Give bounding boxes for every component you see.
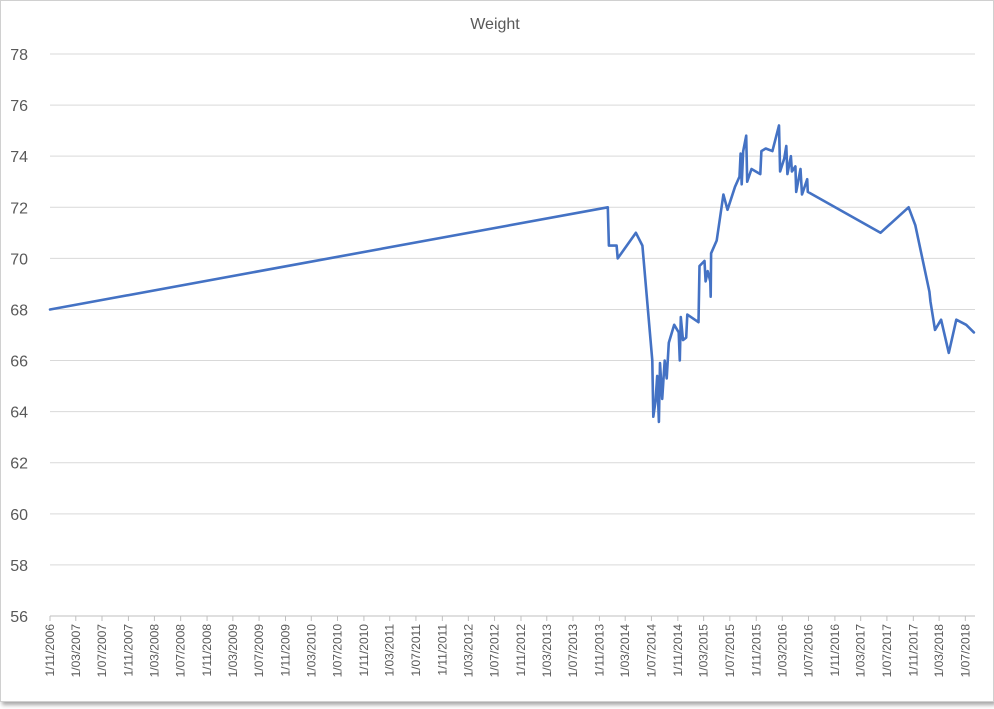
x-tick-label: 1/11/2007	[121, 624, 135, 677]
y-tick-label: 64	[10, 405, 28, 422]
x-tick-label: 1/03/2010	[304, 624, 318, 678]
chart-title: Weight	[470, 16, 520, 33]
y-tick-label: 68	[10, 302, 28, 319]
y-tick-label: 74	[10, 149, 28, 166]
x-tick-label: 1/07/2012	[488, 624, 502, 678]
x-tick-label: 1/03/2015	[697, 624, 711, 678]
y-tick-label: 58	[10, 558, 28, 575]
x-tick-label: 1/11/2017	[906, 624, 920, 677]
x-tick-label: 1/11/2009	[278, 624, 292, 677]
x-tick-label: 1/07/2014	[644, 624, 658, 678]
x-tick-label: 1/07/2009	[252, 624, 266, 678]
y-tick-label: 62	[10, 456, 28, 473]
y-tick-label: 56	[10, 609, 28, 626]
gridlines	[50, 53, 975, 617]
weight-series-line	[48, 124, 976, 424]
x-tick-label: 1/03/2014	[618, 624, 632, 678]
x-tick-label: 1/07/2013	[566, 624, 580, 678]
x-tick-label: 1/07/2018	[958, 624, 972, 678]
x-axis-ticks: 1/11/2006 1/03/2007 1/07/2007 1/11/2007 1/03…	[43, 616, 972, 677]
x-tick-label: 1/03/2016	[775, 624, 789, 678]
x-tick-label: 1/07/2008	[174, 624, 188, 678]
x-tick-label: 1/11/2006	[43, 624, 57, 677]
x-tick-label: 1/11/2014	[671, 624, 685, 677]
x-tick-label: 1/03/2018	[932, 624, 946, 678]
x-tick-label: 1/07/2010	[330, 624, 344, 678]
y-tick-label: 78	[10, 47, 28, 64]
y-tick-label: 70	[10, 251, 28, 268]
x-tick-label: 1/11/2010	[357, 624, 371, 677]
x-tick-label: 1/11/2008	[200, 624, 214, 677]
x-tick-label: 1/11/2011	[435, 624, 449, 676]
y-tick-label: 60	[10, 507, 28, 524]
series-layer	[48, 124, 976, 424]
x-tick-label: 1/11/2013	[592, 624, 606, 677]
x-tick-label: 1/07/2015	[723, 624, 737, 678]
x-tick-label: 1/11/2012	[514, 624, 528, 677]
x-tick-label: 1/03/2012	[461, 624, 475, 678]
x-tick-label: 1/03/2008	[147, 624, 161, 678]
x-tick-label: 1/07/2011	[409, 624, 423, 677]
y-tick-label: 66	[10, 354, 28, 371]
x-tick-label: 1/03/2009	[226, 624, 240, 678]
x-tick-label: 1/03/2017	[854, 624, 868, 678]
y-axis-ticks: 56 58 60 62 64 66 68 70 72 74 76 78	[10, 47, 28, 626]
x-tick-label: 1/07/2007	[95, 624, 109, 678]
x-tick-label: 1/07/2016	[801, 624, 815, 678]
y-tick-label: 76	[10, 98, 28, 115]
y-tick-label: 72	[10, 200, 28, 217]
x-tick-label: 1/07/2017	[880, 624, 894, 678]
x-tick-label: 1/11/2015	[749, 624, 763, 677]
x-tick-label: 1/03/2007	[69, 624, 83, 678]
x-tick-label: 1/03/2011	[383, 624, 397, 677]
x-tick-label: 1/11/2016	[828, 624, 842, 677]
x-tick-label: 1/03/2013	[540, 624, 554, 678]
